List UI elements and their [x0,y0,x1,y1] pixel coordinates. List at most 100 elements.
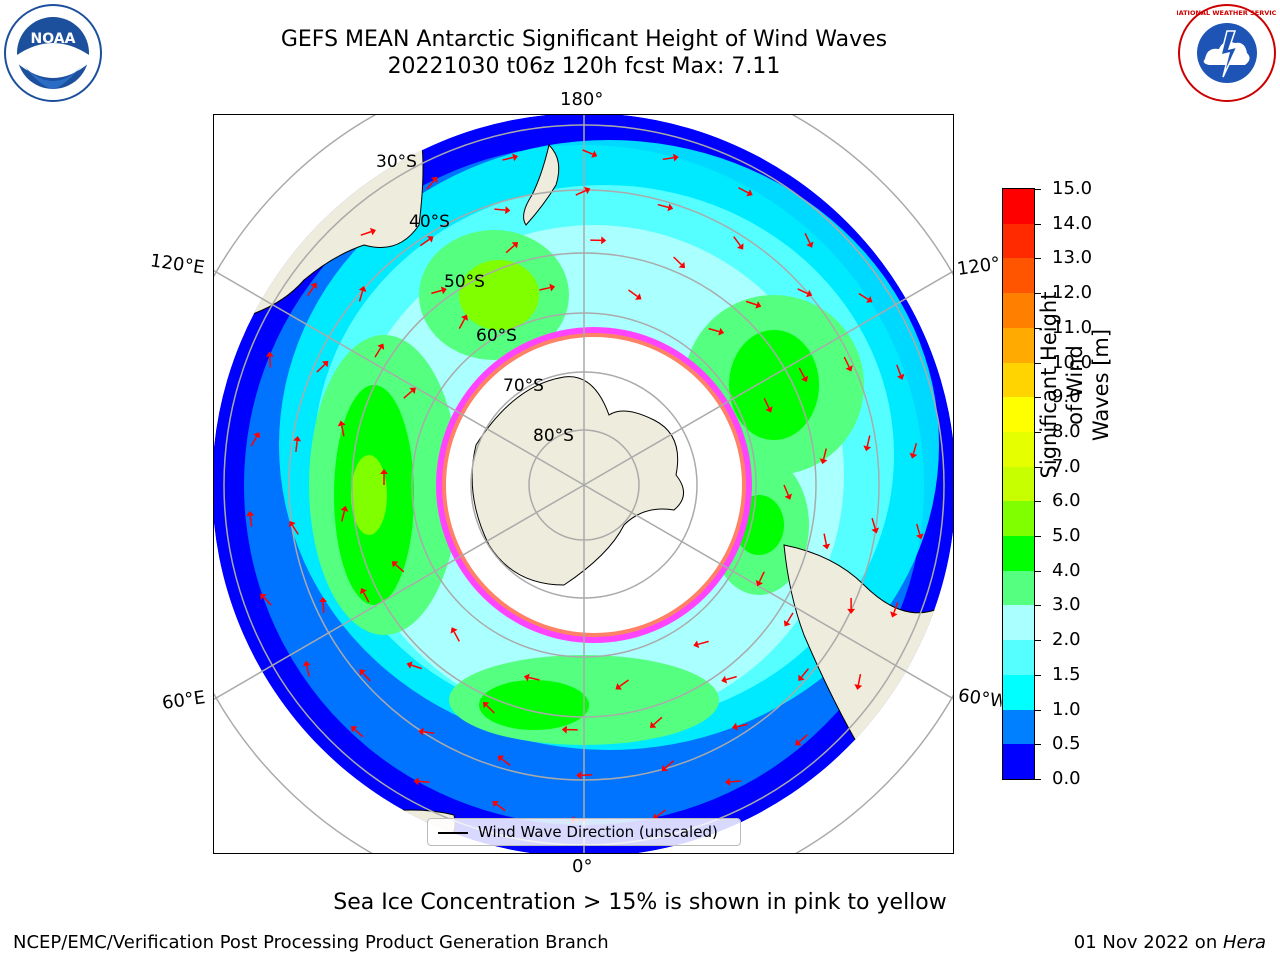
parallel-label-40s: 40°S [409,212,450,232]
polar-map: 30°S 40°S 50°S 60°S 70°S 80°S [213,114,954,854]
colorbar-tick [1035,362,1041,364]
wind-wave-arrow-head [871,527,880,534]
wind-wave-arrow-shaft [708,327,720,333]
wind-wave-arrow-head [391,561,399,568]
parallel-label-80s: 80°S [533,426,574,446]
wind-wave-arrow-shaft [628,289,638,298]
colorbar-segment [1003,258,1034,294]
wind-wave-arrow-shaft [360,230,372,236]
wind-wave-arrow-shaft [725,675,737,681]
wind-wave-arrow-shaft [249,515,253,527]
wind-wave-arrow-shaft [358,290,364,302]
wind-wave-arrow-shaft [295,440,298,452]
wind-wave-arrow-head [693,640,700,649]
wind-wave-arrow-head [601,236,607,245]
meridian-label-60e: 60°E [160,687,207,714]
wind-wave-arrow-head [737,243,744,250]
wind-wave-arrow-shaft [822,448,828,460]
wind-wave-arrow-shaft [306,665,310,677]
colorbar-segment [1003,605,1034,641]
wind-wave-arrow-shaft [733,236,741,247]
wind-wave-arrow-shaft [458,318,466,329]
wind-wave-arrow-shaft [786,612,794,623]
wind-wave-arrow-head [319,596,328,603]
colorbar-tick [1035,779,1041,780]
colorbar-segment [1003,501,1034,537]
wind-wave-arrow-head [409,387,416,394]
wind-wave-arrow-head [406,661,413,669]
colorbar-tick-label: 4.0 [1052,559,1081,581]
wind-wave-arrow-shaft [419,238,430,247]
wind-wave-arrow-head [340,505,349,512]
wind-wave-arrow-shaft [418,780,430,784]
wind-wave-arrow-shaft [657,203,669,209]
wind-wave-arrow-head [635,293,642,300]
wind-wave-arrow-head [755,579,764,587]
footer-date-text: 01 Nov 2022 on [1073,932,1223,953]
chart-title: GEFS MEAN Antarctic Significant Height o… [280,27,888,52]
wind-wave-arrow-head [783,620,791,627]
wind-wave-arrow-head [576,771,582,780]
wind-wave-arrow-head [615,683,622,690]
wind-wave-arrow-shaft [395,563,405,573]
wind-wave-arrow-shaft [340,510,346,522]
colorbar-segment [1003,640,1034,676]
parallel-label-50s: 50°S [444,272,485,292]
colorbar-tick-label: 10.0 [1052,351,1093,373]
wind-wave-arrow-shaft [403,390,413,399]
wind-wave-arrow-head [511,242,519,249]
wind-wave-arrow-shaft [423,731,435,735]
wind-wave-arrow-shaft [505,244,515,254]
wind-wave-arrow-shaft [797,288,809,295]
wind-wave-arrow-shaft [758,571,765,583]
parallel-label-60s: 60°S [476,326,517,346]
wind-wave-arrow-shaft [316,363,326,373]
caption: Sea Ice Concentration > 15% is shown in … [333,890,947,915]
colorbar-tick [1035,223,1041,225]
wind-wave-arrow-head [847,608,856,614]
wind-wave-arrow-shaft [800,668,810,678]
wind-wave-arrow-head [854,684,863,690]
map-svg: 30°S 40°S 50°S 60°S 70°S 80°S [214,115,953,853]
wind-wave-arrow-head [584,186,591,195]
wind-wave-arrow-head [591,150,598,158]
wind-wave-arrow-shaft [896,364,902,376]
wind-wave-arrow-head [661,765,668,772]
colorbar-tick-label: 0.0 [1052,768,1081,789]
new-zealand-land [523,144,560,226]
colorbar-tick [1035,431,1041,433]
colorbar-tick-label: 15.0 [1052,178,1093,199]
colorbar-segment [1003,709,1034,745]
colorbar-segment [1003,189,1034,225]
wind-wave-arrow-shaft [619,679,629,688]
wind-wave-arrow-head [302,660,311,667]
colorbar-segment [1003,431,1034,468]
colorbar-tick [1035,189,1041,190]
colorbar-tick-label: 8.0 [1052,420,1081,442]
wind-wave-arrow-head [512,153,518,162]
wind-wave-arrow-head [377,343,385,350]
colorbar-tick [1035,258,1041,260]
wind-wave-arrow-head [765,406,773,413]
wind-wave-arrow-head [746,189,753,197]
wind-wave-arrow-shaft [843,356,850,368]
colorbar-title-line1: Significant Height of Wind [1037,291,1087,479]
wind-wave-arrow-head [845,365,853,372]
wind-wave-arrow-shaft [453,631,460,642]
wind-wave-arrow-head [909,452,918,459]
colorbar-segment [1003,674,1034,711]
wind-wave-arrow-shaft [306,286,315,297]
colorbar-tick-label: 0.5 [1052,733,1081,755]
colorbar-tick-label: 3.0 [1052,594,1081,616]
meridian-label-0: 0° [572,856,593,877]
wind-wave-arrow-head [418,727,424,736]
colorbar-tick [1035,536,1041,538]
colorbar-tick-label: 9.0 [1052,386,1081,408]
wind-wave-arrow-shaft [729,780,741,783]
colorbar-tick [1035,501,1041,503]
colorbar-tick-label: 2.0 [1052,629,1081,651]
nws-logo: NATIONAL WEATHER SERVICE [1177,4,1277,102]
wind-wave-arrow-shaft [697,640,709,646]
wind-wave-arrow-head [718,327,725,336]
wind-wave-arrow-head [896,373,905,380]
